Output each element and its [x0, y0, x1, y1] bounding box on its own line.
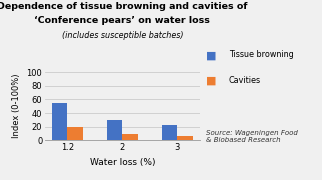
- Text: ■: ■: [206, 76, 217, 86]
- Text: (includes susceptible batches): (includes susceptible batches): [62, 31, 183, 40]
- Bar: [107, 120, 122, 140]
- X-axis label: Water loss (%): Water loss (%): [90, 158, 155, 167]
- Text: ‘Conference pears’ on water loss: ‘Conference pears’ on water loss: [34, 16, 210, 25]
- Text: Source: Wageningen Food
& Biobased Research: Source: Wageningen Food & Biobased Resea…: [206, 130, 298, 143]
- Bar: [177, 136, 193, 140]
- Y-axis label: Index (0-100%): Index (0-100%): [12, 74, 21, 138]
- Bar: [68, 127, 83, 140]
- Bar: [162, 125, 177, 140]
- Text: Dependence of tissue browning and cavities of: Dependence of tissue browning and caviti…: [0, 2, 248, 11]
- Bar: [122, 134, 138, 140]
- Text: Cavities: Cavities: [229, 76, 261, 85]
- Bar: [52, 103, 68, 140]
- Text: Tissue browning: Tissue browning: [229, 50, 293, 59]
- Text: ■: ■: [206, 50, 217, 60]
